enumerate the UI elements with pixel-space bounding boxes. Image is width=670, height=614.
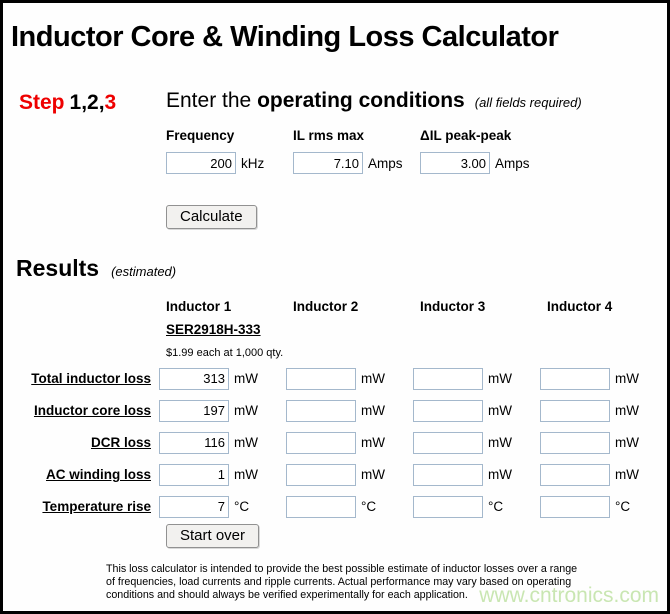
results-heading-text: Results [16,255,100,281]
step-current: 3 [104,91,117,114]
temperature-rise-unit-3: °C [488,499,504,514]
ac-winding-loss-input-4[interactable] [540,463,610,486]
dcr-loss-input-4[interactable] [540,431,610,454]
total-loss-input-1[interactable] [159,367,229,390]
ac-winding-loss-unit-1: mW [234,467,258,482]
core-loss-input-2[interactable] [286,399,356,422]
conditions-heading-prefix: Enter the [166,89,252,112]
page-title: Inductor Core & Winding Loss Calculator [11,21,559,53]
il-rms-unit: Amps [368,155,403,171]
dcr-loss-unit-1: mW [234,435,258,450]
ac-winding-loss-unit-3: mW [488,467,512,482]
core-loss-input-3[interactable] [413,399,483,422]
ac-winding-loss-unit-2: mW [361,467,385,482]
results-heading-note: (estimated) [111,264,177,279]
table-row-total-loss: Total inductor loss mW mW mW mW [3,367,667,390]
calculate-button[interactable]: Calculate [166,205,257,229]
total-loss-label-link[interactable]: Total inductor loss [31,371,151,386]
core-loss-input-1[interactable] [159,399,229,422]
table-row-dcr-loss: DCR loss mW mW mW mW [3,431,667,454]
core-loss-input-4[interactable] [540,399,610,422]
core-loss-unit-1: mW [234,403,258,418]
total-loss-input-4[interactable] [540,367,610,390]
core-loss-unit-4: mW [615,403,639,418]
conditions-heading-note: (all fields required) [474,95,582,110]
il-rms-field-group: IL rms max Amps [293,128,403,174]
table-row-ac-winding-loss: AC winding loss mW mW mW mW [3,463,667,486]
frequency-unit: kHz [241,155,265,171]
total-loss-input-3[interactable] [413,367,483,390]
dcr-loss-input-2[interactable] [286,431,356,454]
delta-il-input[interactable] [420,152,490,174]
dcr-loss-label-link[interactable]: DCR loss [90,435,151,450]
core-loss-unit-3: mW [488,403,512,418]
part-price: $1.99 each at 1,000 qty. [166,347,284,359]
table-row-core-loss: Inductor core loss mW mW mW mW [3,399,667,422]
total-loss-unit-1: mW [234,371,258,386]
delta-il-label: ΔIL peak-peak [420,128,512,143]
temperature-rise-unit-1: °C [234,499,250,514]
table-row-temperature-rise: Temperature rise °C °C °C °C [3,495,667,518]
step-indicator: Step 1,2,3 [19,91,116,115]
results-table: Total inductor loss mW mW mW mW Inductor… [3,367,667,527]
dcr-loss-input-1[interactable] [159,431,229,454]
temperature-rise-input-1[interactable] [159,495,229,518]
frequency-label: Frequency [166,128,235,143]
temperature-rise-label-link[interactable]: Temperature rise [42,499,151,514]
ac-winding-loss-input-2[interactable] [286,463,356,486]
temperature-rise-input-4[interactable] [540,495,610,518]
ac-winding-loss-input-3[interactable] [413,463,483,486]
total-loss-input-2[interactable] [286,367,356,390]
dcr-loss-input-3[interactable] [413,431,483,454]
frequency-field-group: Frequency kHz [166,128,264,174]
ac-winding-loss-unit-4: mW [615,467,639,482]
core-loss-label-link[interactable]: Inductor core loss [33,403,151,418]
step-word: Step [19,91,65,114]
il-rms-label: IL rms max [293,128,365,143]
dcr-loss-unit-4: mW [615,435,639,450]
inductor-1-header: Inductor 1 [166,299,232,314]
total-loss-unit-3: mW [488,371,512,386]
temperature-rise-unit-4: °C [615,499,631,514]
dcr-loss-unit-3: mW [488,435,512,450]
core-loss-unit-2: mW [361,403,385,418]
delta-il-unit: Amps [495,155,530,171]
conditions-heading-main: operating conditions [257,89,465,112]
inductor-3-header: Inductor 3 [420,299,486,314]
delta-il-field-group: ΔIL peak-peak Amps [420,128,530,174]
inductor-column-headers: Inductor 1 Inductor 2 Inductor 3 Inducto… [166,299,667,314]
temperature-rise-unit-2: °C [361,499,377,514]
il-rms-input[interactable] [293,152,363,174]
ac-winding-loss-label-link[interactable]: AC winding loss [45,467,151,482]
start-over-button[interactable]: Start over [166,524,260,548]
inductor-2-header: Inductor 2 [293,299,359,314]
watermark-text: www.cntronics.com [479,584,659,607]
temperature-rise-input-3[interactable] [413,495,483,518]
results-heading: Results (estimated) [16,255,176,282]
ac-winding-loss-input-1[interactable] [159,463,229,486]
dcr-loss-unit-2: mW [361,435,385,450]
inductor-4-header: Inductor 4 [547,299,613,314]
conditions-heading: Enter the operating conditions (all field… [166,89,582,113]
disclaimer-text: This loss calculator is intended to prov… [106,563,578,601]
steps-completed: 1,2, [69,91,105,114]
total-loss-unit-2: mW [361,371,385,386]
temperature-rise-input-2[interactable] [286,495,356,518]
part-number-link[interactable]: SER2918H-333 [166,322,261,337]
frequency-input[interactable] [166,152,236,174]
total-loss-unit-4: mW [615,371,639,386]
